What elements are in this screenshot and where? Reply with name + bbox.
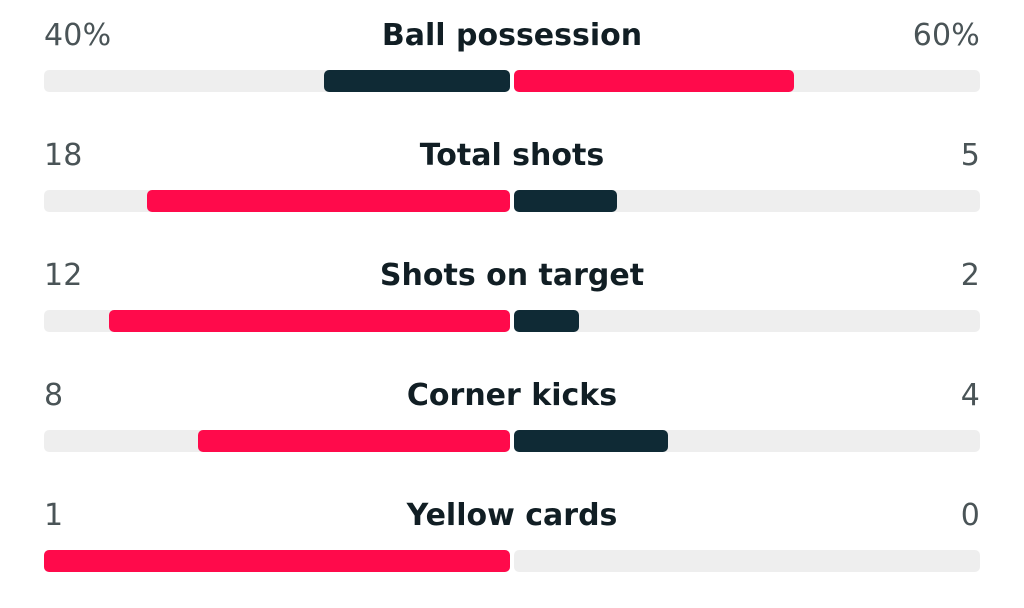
stat-row: Corner kicks 8 4 [44,378,980,488]
match-stats: Ball possession 40% 60% Total shots 18 5 Shots… [44,18,980,572]
away-value: 0 [960,498,980,533]
home-track [44,310,510,332]
home-value: 12 [44,258,83,293]
away-track [514,70,980,92]
home-bar [109,310,510,332]
stat-values: Total shots 18 5 [44,138,980,178]
away-value: 60% [912,18,980,53]
stat-label: Ball possession [381,18,643,53]
home-value: 1 [44,498,64,533]
stat-bars [44,310,980,332]
away-bar [514,70,794,92]
home-value: 18 [44,138,83,173]
home-track [44,70,510,92]
away-bar [514,310,579,332]
stat-values: Ball possession 40% 60% [44,18,980,58]
stat-label: Corner kicks [406,378,618,413]
stat-row: Shots on target 12 2 [44,258,980,368]
home-track [44,550,510,572]
home-bar [324,70,510,92]
home-track [44,430,510,452]
stat-bars [44,550,980,572]
home-bar [198,430,510,452]
stat-label: Yellow cards [406,498,618,533]
away-bar [514,190,617,212]
home-track [44,190,510,212]
away-value: 2 [960,258,980,293]
away-track [514,550,980,572]
stat-bars [44,70,980,92]
home-value: 40% [44,18,112,53]
away-track [514,190,980,212]
stat-bars [44,190,980,212]
stat-values: Yellow cards 1 0 [44,498,980,538]
away-value: 5 [960,138,980,173]
away-bar [514,430,668,452]
stat-label: Total shots [419,138,605,173]
stat-bars [44,430,980,452]
stat-row: Yellow cards 1 0 [44,498,980,608]
away-track [514,430,980,452]
home-value: 8 [44,378,64,413]
stat-label: Shots on target [379,258,645,293]
home-bar [44,550,510,572]
stat-values: Shots on target 12 2 [44,258,980,298]
stat-row: Total shots 18 5 [44,138,980,248]
stat-row: Ball possession 40% 60% [44,18,980,128]
away-value: 4 [960,378,980,413]
home-bar [147,190,510,212]
away-track [514,310,980,332]
stat-values: Corner kicks 8 4 [44,378,980,418]
